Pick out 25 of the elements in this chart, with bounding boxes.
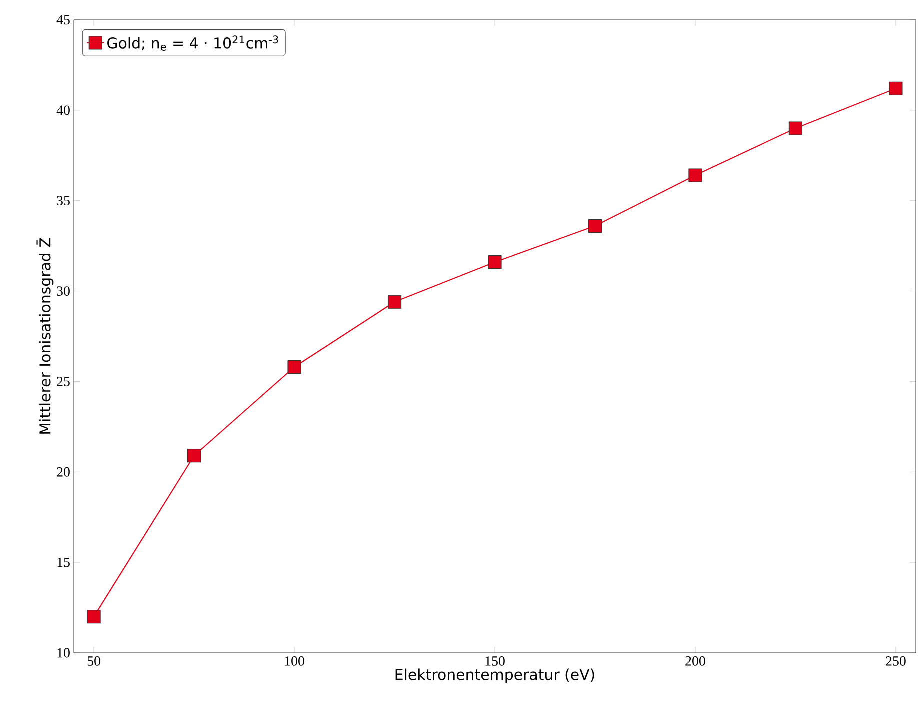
point	[488, 256, 502, 270]
point	[388, 295, 402, 309]
x-tick-label: 100	[285, 656, 304, 666]
point	[87, 610, 101, 624]
y-tick-label: 15	[58, 558, 70, 568]
y-tick-label: 45	[56, 15, 70, 25]
y-tick-label: 25	[57, 377, 70, 386]
x-tick-label: 250	[886, 656, 906, 666]
point	[187, 449, 202, 463]
y-tick-label: 30	[57, 286, 70, 296]
y-tick-label: 20	[57, 467, 70, 477]
point	[688, 168, 702, 182]
x-tick-label: 200	[686, 656, 706, 666]
x-tick-label: 50	[88, 656, 100, 666]
point	[588, 219, 602, 233]
legend-label: Gold; n$_{e}$ = 4 · 10$^{21}$cm$^{-3}$	[108, 36, 278, 51]
x-axis-title: Elektronentemperatur (eV)	[396, 668, 594, 684]
point	[788, 122, 803, 136]
y-axis-title: Mittlerer Ionisationsgrad Z̄	[36, 238, 54, 434]
y-tick-label: 40	[56, 106, 70, 116]
y-tick-label: 10	[58, 648, 70, 658]
x-tick-label: 150	[486, 656, 505, 666]
y-tick-label: 35	[57, 196, 70, 206]
point	[288, 360, 302, 374]
point	[889, 82, 903, 96]
